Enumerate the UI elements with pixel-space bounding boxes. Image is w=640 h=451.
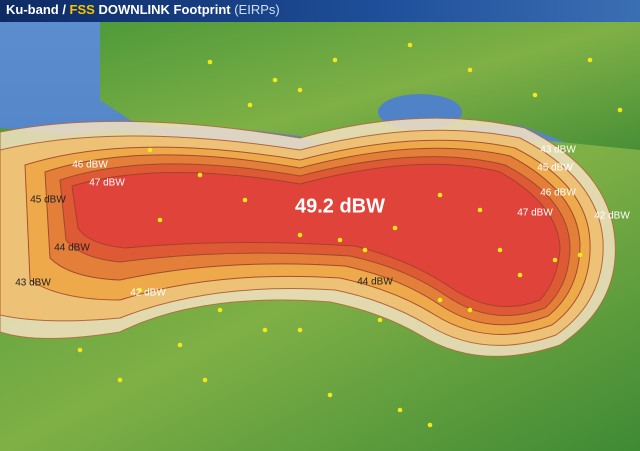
city-marker <box>202 377 208 383</box>
city-marker <box>77 347 83 353</box>
contour-label: 43 dBW <box>15 278 51 289</box>
city-marker <box>117 377 123 383</box>
city-marker <box>397 407 403 413</box>
city-marker <box>272 77 278 83</box>
city-marker <box>362 247 368 253</box>
city-marker <box>437 297 443 303</box>
city-marker <box>437 192 443 198</box>
city-marker <box>297 232 303 238</box>
title-bar <box>0 0 640 22</box>
city-markers <box>77 42 623 428</box>
contour-labels: 49.2 dBW 47 dBW 46 dBW 45 dBW 44 dBW 43 dBW 42… <box>15 145 630 299</box>
contour-47 <box>71 163 561 308</box>
title-part: Ku-band / <box>6 2 70 17</box>
city-marker <box>497 247 503 253</box>
city-marker <box>587 57 593 63</box>
europe <box>100 22 640 170</box>
city-marker <box>217 307 223 313</box>
city-marker <box>262 327 268 333</box>
city-marker <box>242 197 248 203</box>
city-marker <box>467 307 473 313</box>
contour-label: 42 dBW <box>130 288 166 299</box>
title-part: DOWNLINK Footprint <box>95 2 234 17</box>
city-marker <box>327 392 333 398</box>
contour-label: 44 dBW <box>54 243 90 254</box>
city-marker <box>177 342 183 348</box>
city-marker <box>297 87 303 93</box>
city-marker <box>197 172 203 178</box>
title-part: FSS <box>70 2 96 17</box>
city-marker <box>247 102 253 108</box>
city-marker <box>297 327 303 333</box>
contour-label: 46 dBW <box>72 160 108 171</box>
city-marker <box>207 59 213 65</box>
title: Ku-band / FSS DOWNLINK Footprint (EIRPs) <box>6 2 280 17</box>
city-marker <box>427 422 433 428</box>
city-marker <box>337 237 343 243</box>
city-marker <box>392 225 398 231</box>
city-marker <box>377 317 383 323</box>
contour-label: 44 dBW <box>357 277 393 288</box>
city-marker <box>517 272 523 278</box>
contour-label: 45 dBW <box>30 195 66 206</box>
city-marker <box>467 67 473 73</box>
contour-label: 47 dBW <box>517 208 553 219</box>
city-marker <box>147 147 153 153</box>
city-marker <box>477 207 483 213</box>
contour-label: 45 dBW <box>537 163 573 174</box>
title-part: (EIRPs) <box>234 2 280 17</box>
city-marker <box>577 252 583 258</box>
contour-label: 49.2 dBW <box>295 195 385 217</box>
city-marker <box>407 42 413 48</box>
city-marker <box>137 287 143 293</box>
contour-label: 46 dBW <box>540 188 576 199</box>
city-marker <box>552 257 558 263</box>
city-marker <box>532 92 538 98</box>
contour-label: 43 dBW <box>540 145 576 156</box>
city-marker <box>332 57 338 63</box>
contour-label: 42 dBW <box>594 211 630 222</box>
contour-label: 47 dBW <box>89 178 125 189</box>
city-marker <box>617 107 623 113</box>
city-marker <box>157 217 163 223</box>
